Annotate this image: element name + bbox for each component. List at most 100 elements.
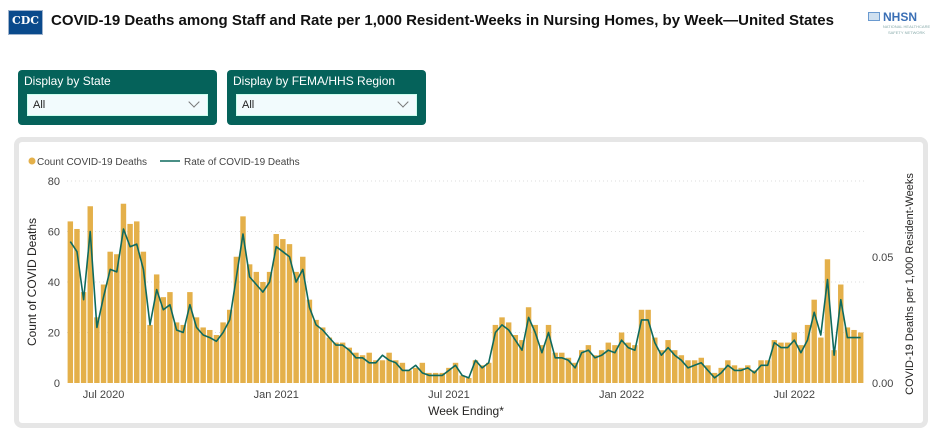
bar — [844, 327, 851, 383]
bar — [632, 345, 638, 383]
bar — [67, 221, 74, 383]
bar — [532, 324, 538, 383]
bar — [572, 362, 578, 383]
state-filter: Display by State All — [18, 70, 217, 125]
bar — [459, 375, 465, 383]
region-dropdown[interactable]: All — [236, 94, 417, 116]
bar — [399, 362, 406, 383]
region-dropdown-value: All — [242, 99, 255, 111]
y2-tick-label: 0.00 — [872, 378, 893, 390]
bar — [838, 284, 844, 383]
bar — [592, 355, 598, 383]
bar — [432, 372, 439, 383]
bar — [366, 352, 372, 383]
bar — [625, 342, 631, 383]
legend: Count COVID-19 Deaths Rate of COVID-19 D… — [28, 157, 300, 168]
state-dropdown-value: All — [33, 99, 46, 111]
x-tick-label: Jan 2022 — [599, 389, 644, 401]
bar — [791, 332, 797, 383]
bar — [804, 324, 811, 383]
bar — [173, 322, 180, 383]
bar — [240, 216, 246, 383]
bar — [605, 342, 612, 383]
monitor-icon — [868, 12, 880, 21]
bar — [539, 345, 545, 383]
bar — [751, 370, 758, 383]
bar — [147, 324, 153, 383]
bar — [326, 337, 333, 383]
bar — [306, 299, 313, 383]
y-tick-label: 40 — [48, 277, 60, 289]
bar — [280, 239, 286, 383]
bar — [559, 352, 565, 383]
bar — [492, 324, 499, 383]
bar — [512, 335, 519, 383]
nhsn-logo: NHSN NATIONAL HEALTHCARE SAFETY NETWORK — [868, 10, 932, 38]
bar — [486, 362, 492, 383]
bar — [771, 340, 778, 383]
region-filter-label: Display by FEMA/HHS Region — [233, 74, 396, 88]
x-tick-label: Jan 2021 — [254, 389, 299, 401]
bar — [286, 244, 293, 383]
bar — [678, 355, 685, 383]
bar — [745, 365, 751, 383]
bar — [525, 307, 532, 383]
bar — [466, 377, 472, 383]
bar — [446, 367, 452, 383]
bar — [373, 360, 379, 383]
x-axis-title: Week Ending* — [428, 404, 504, 418]
bar — [233, 256, 240, 383]
bar — [725, 360, 731, 383]
bar — [798, 345, 804, 383]
bar — [293, 271, 299, 383]
bar — [658, 350, 665, 383]
bar — [140, 251, 147, 383]
bar — [412, 367, 419, 383]
bar — [784, 342, 791, 383]
bar — [638, 309, 645, 383]
bar — [685, 360, 691, 383]
state-dropdown[interactable]: All — [27, 94, 208, 116]
bar — [831, 350, 837, 383]
bar — [260, 282, 266, 383]
nhsn-logo-subtext: NATIONAL HEALTHCARE SAFETY NETWORK — [882, 24, 931, 35]
cdc-logo-text: CDC — [11, 14, 40, 27]
y2-tick-label: 0.05 — [872, 252, 893, 264]
region-filter: Display by FEMA/HHS Region All — [227, 70, 426, 125]
bar — [519, 340, 525, 383]
bar — [818, 337, 824, 383]
bar — [472, 360, 479, 383]
bar — [857, 332, 864, 383]
bar — [851, 329, 857, 383]
bar — [758, 360, 764, 383]
bar — [160, 297, 167, 383]
bar — [300, 256, 306, 383]
bar — [426, 372, 432, 383]
bar — [764, 360, 771, 383]
bar — [552, 352, 558, 383]
bar — [273, 234, 279, 383]
bar — [333, 342, 339, 383]
bar — [246, 264, 253, 383]
bar — [778, 342, 784, 383]
bar — [359, 355, 366, 383]
cdc-logo: CDC — [8, 10, 43, 35]
bar — [200, 327, 206, 383]
bar — [612, 345, 618, 383]
bar — [665, 340, 671, 383]
legend-bar-marker — [28, 157, 36, 165]
bar — [718, 367, 724, 383]
bar — [74, 228, 80, 383]
bar — [220, 322, 226, 383]
bar — [379, 360, 386, 383]
nhsn-logo-text: NHSN — [883, 10, 918, 24]
bar — [167, 292, 173, 383]
x-tick-label: Jul 2020 — [83, 389, 125, 401]
bar — [499, 317, 505, 383]
bar — [253, 271, 260, 383]
bar — [585, 345, 592, 383]
bar — [652, 337, 658, 383]
bar — [645, 309, 651, 383]
y-axis-title: Count of COVID Deaths — [25, 218, 39, 346]
bar — [386, 352, 392, 383]
